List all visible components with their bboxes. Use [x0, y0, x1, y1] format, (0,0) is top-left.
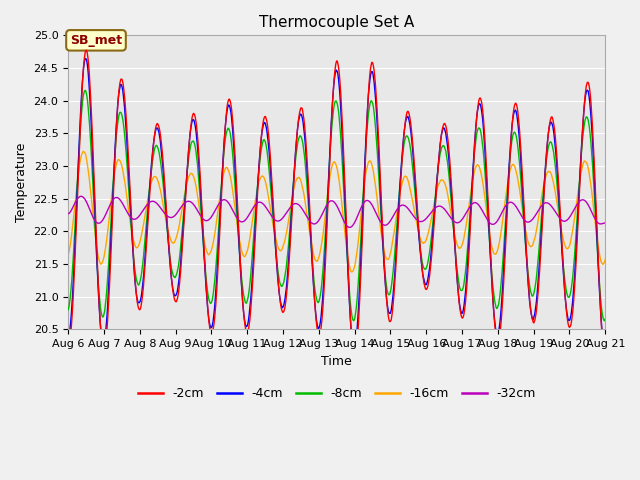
Legend: -2cm, -4cm, -8cm, -16cm, -32cm: -2cm, -4cm, -8cm, -16cm, -32cm [132, 383, 541, 406]
Y-axis label: Temperature: Temperature [15, 143, 28, 222]
Text: SB_met: SB_met [70, 34, 122, 47]
Title: Thermocouple Set A: Thermocouple Set A [259, 15, 414, 30]
X-axis label: Time: Time [321, 355, 352, 368]
